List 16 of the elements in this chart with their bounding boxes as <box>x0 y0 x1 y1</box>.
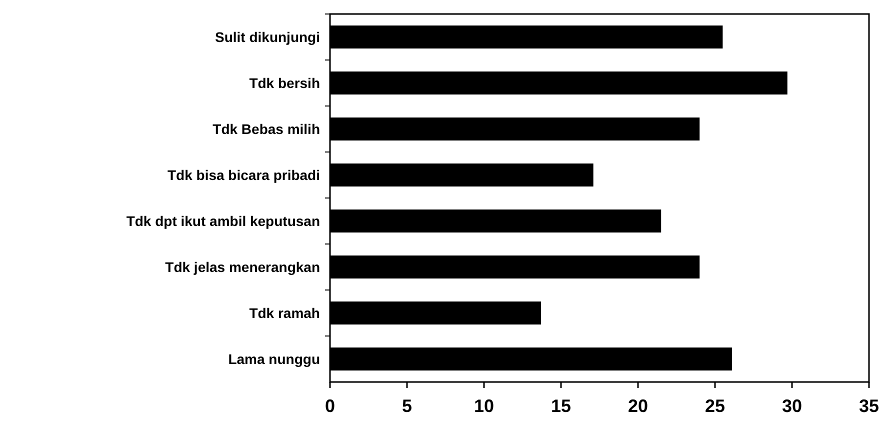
y-tick-label: Tdk bersih <box>249 74 320 91</box>
x-tick-label: 20 <box>628 396 648 416</box>
x-tick-label: 30 <box>782 396 802 416</box>
x-tick-label: 0 <box>324 396 336 416</box>
y-tick-label: Sulit dikunjungi <box>215 28 320 45</box>
x-tick-label: 5 <box>402 396 412 416</box>
x-tick-label: 25 <box>704 396 726 416</box>
y-tick-label: Tdk ramah <box>249 304 320 321</box>
y-tick-label: Tdk Bebas milih <box>212 120 320 137</box>
y-tick-label: Tdk dpt ikut ambil keputusan <box>126 212 320 229</box>
y-tick-label: Tdk jelas menerangkan <box>165 258 320 275</box>
x-tick-label: 15 <box>550 396 572 416</box>
x-tick-label: 35 <box>858 396 880 416</box>
x-tick-label: 10 <box>474 396 494 416</box>
y-tick-label: Tdk bisa bicara pribadi <box>168 166 320 183</box>
y-tick-label: Lama nunggu <box>228 350 320 367</box>
